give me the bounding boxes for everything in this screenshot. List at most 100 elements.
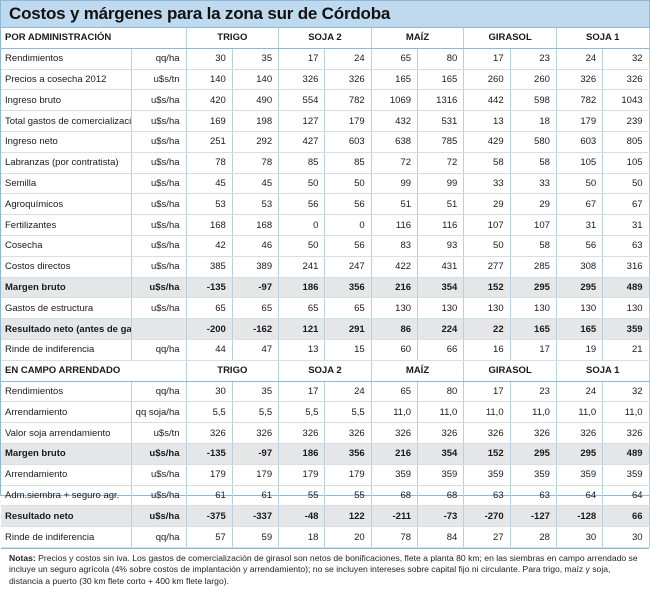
row-label: Cosecha — [1, 235, 132, 257]
table-cell: 782 — [324, 89, 372, 112]
table-cell: 105 — [602, 152, 650, 174]
table-cell: 116 — [417, 214, 465, 236]
table-cell: 598 — [510, 89, 557, 112]
row-label: Margen bruto — [1, 443, 132, 465]
table-cell: 224 — [417, 318, 465, 340]
table-cell: 580 — [510, 131, 557, 153]
table-cell: 354 — [417, 443, 465, 465]
table-cell: 165 — [371, 69, 419, 91]
table-cell: 56 — [324, 193, 372, 216]
table-cell: 24 — [556, 48, 604, 70]
table-cell: 18 — [278, 526, 326, 548]
table-cell: 53 — [232, 193, 280, 216]
table-row: Semilla u$s/ha 45 45 50 50 99 99 33 33 50 50 — [1, 173, 650, 195]
table-cell: 15 — [324, 339, 372, 361]
table-cell: 121 — [278, 318, 326, 340]
row-unit: u$s/ha — [131, 235, 187, 257]
table-cell: 308 — [556, 256, 604, 278]
table-cell: 216 — [371, 443, 419, 465]
table-cell: 260 — [463, 69, 511, 91]
table-cell: 64 — [556, 485, 604, 507]
row-label: Adm.siembra + seguro agr. — [1, 485, 132, 507]
table-cell: 65 — [324, 297, 372, 320]
table-cell: 354 — [417, 277, 465, 299]
table-cell: 356 — [324, 277, 372, 299]
table-row: Adm.siembra + seguro agr. u$s/ha 61 61 55 55 6… — [1, 485, 650, 507]
table-cell: 316 — [602, 256, 650, 278]
table-cell: -48 — [278, 505, 326, 528]
table-cell: 17 — [278, 381, 326, 403]
crop-header: SOJA 1 — [556, 359, 650, 382]
table-cell: 65 — [371, 381, 419, 403]
table-cell: 326 — [232, 422, 280, 444]
table-cell: 127 — [278, 110, 326, 132]
table-cell: 27 — [463, 526, 511, 548]
table-cell: 84 — [417, 526, 465, 548]
table-cell: 130 — [417, 297, 465, 320]
table-cell: 80 — [417, 48, 465, 70]
table-cell: 432 — [371, 110, 419, 132]
table-cell: 179 — [324, 110, 372, 132]
notes-prefix: Notas: — [9, 552, 36, 563]
row-label: Fertilizantes — [1, 214, 132, 236]
table-cell: 93 — [417, 235, 465, 257]
notes: Notas: Precios y costos sin iva. Los gas… — [1, 547, 649, 601]
table-cell: 13 — [463, 110, 511, 132]
table-cell: 51 — [371, 193, 419, 216]
table-cell: 64 — [602, 485, 650, 507]
table-cell: 30 — [186, 48, 233, 70]
table-cell: 5,5 — [278, 401, 326, 424]
table-cell: 107 — [463, 214, 511, 236]
table-cell: 152 — [463, 277, 511, 299]
table-cell: 17 — [463, 48, 511, 70]
row-unit: u$s/ha — [131, 110, 187, 132]
table-cell: 99 — [417, 173, 465, 195]
table-cell: 359 — [602, 464, 650, 486]
table-cell: -162 — [232, 318, 280, 340]
table-cell: 13 — [278, 339, 326, 361]
table-cell: 295 — [510, 277, 557, 299]
table-cell: 47 — [232, 339, 280, 361]
table-cell: -73 — [417, 505, 465, 528]
crop-header: TRIGO — [186, 359, 280, 382]
table-cell: 80 — [417, 381, 465, 403]
table-cell: 140 — [186, 69, 233, 91]
table-cell: 68 — [417, 485, 465, 507]
table-cell: 359 — [417, 464, 465, 486]
table-cell: 326 — [278, 422, 326, 444]
row-label: Arrendamiento — [1, 401, 132, 424]
table-cell: 11,0 — [463, 401, 511, 424]
table-cell: 35 — [232, 48, 280, 70]
table-cell: 24 — [324, 48, 372, 70]
table-cell: 326 — [510, 422, 557, 444]
table-cell: 67 — [602, 193, 650, 216]
table-cell: 63 — [510, 485, 557, 507]
table-cell: 359 — [602, 318, 650, 340]
row-unit: u$s/ha — [131, 443, 187, 465]
crop-header: MAÍZ — [371, 359, 465, 382]
table-cell: 55 — [278, 485, 326, 507]
table-cell: -97 — [232, 277, 280, 299]
row-unit: u$s/ha — [131, 256, 187, 278]
table-row: Resultado neto u$s/ha -375 -337 -48 122 -211 -7… — [1, 505, 650, 528]
row-label: Ingreso bruto — [1, 89, 132, 112]
table-cell: 11,0 — [371, 401, 419, 424]
row-unit: u$s/ha — [131, 152, 187, 174]
table-cell: 805 — [602, 131, 650, 153]
row-unit: qq/ha — [131, 526, 187, 548]
table-cell: 165 — [556, 318, 604, 340]
table-cell: 130 — [371, 297, 419, 320]
table-cell: 11,0 — [602, 401, 650, 424]
table-cell: 30 — [186, 381, 233, 403]
row-label: Ingreso neto — [1, 131, 132, 153]
table-cell: 50 — [556, 173, 604, 195]
crop-header: MAÍZ — [371, 28, 465, 49]
table-cell: 442 — [463, 89, 511, 112]
table-cell: 291 — [324, 318, 372, 340]
table-cell: 55 — [324, 485, 372, 507]
table-cell: 24 — [556, 381, 604, 403]
table-cell: 5,5 — [186, 401, 233, 424]
row-label: Rinde de indiferencia — [1, 526, 132, 548]
table-row: Rinde de indiferencia qq/ha 57 59 18 20 78 84 27… — [1, 526, 650, 548]
table-cell: 1069 — [371, 89, 419, 112]
